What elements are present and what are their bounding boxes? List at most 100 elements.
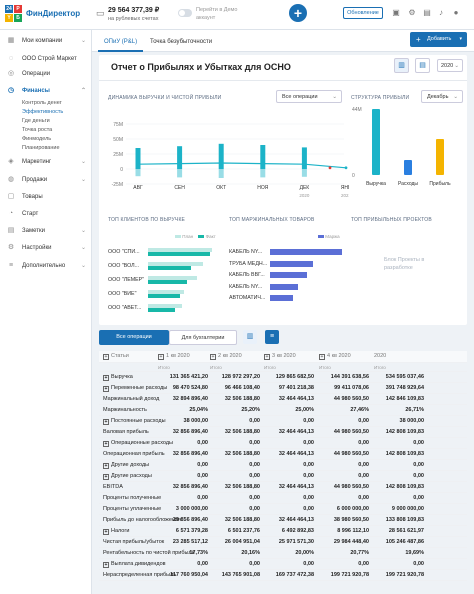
- app-logo[interactable]: 24 P Y Б: [5, 5, 22, 22]
- column-header-label: 3 кв 2020: [272, 353, 296, 359]
- table-row[interactable]: EBITDA 32 856 896,40 32 506 188,80 32 464 4…: [99, 482, 467, 493]
- header-cell: + Статьи: [103, 351, 221, 362]
- table-row[interactable]: Рентабельность по чистой прибыли 17,73% 20…: [99, 548, 467, 559]
- table-row[interactable]: + Переменные расходы 98 470 524,80 96 466 1…: [99, 383, 467, 394]
- sidebar-item-more[interactable]: ≡ Дополнительно ⌄: [0, 259, 92, 273]
- value-cell: 26,71%: [405, 407, 424, 413]
- top-projects-label: ТОП ПРИБЫЛЬНЫХ ПРОЕКТОВ: [351, 217, 432, 223]
- sidebar-item-settings[interactable]: ⚙ Настройки ⌄: [0, 241, 92, 255]
- column-header[interactable]: +4 кв 2020: [319, 351, 367, 362]
- operations-select[interactable]: Все операции ⌄: [276, 90, 342, 103]
- year-select[interactable]: 2020 ⌄: [437, 59, 463, 72]
- expand-icon[interactable]: +: [103, 463, 109, 469]
- sidebar-item-operations[interactable]: ◎ Операции: [0, 67, 92, 81]
- sidebar-item-finance[interactable]: ◷ Финансы ⌃: [0, 84, 92, 98]
- bell-icon[interactable]: ♪: [439, 8, 443, 17]
- expand-icon[interactable]: +: [103, 386, 109, 392]
- table-row[interactable]: + Выплата дивидендов 0,00 0,00 0,00 0,00 0,00: [99, 559, 467, 570]
- table-row[interactable]: + Операционные расходы 0,00 0,00 0,00 0,00 0,0…: [99, 438, 467, 449]
- sidebar-item-company[interactable]: ◌ ООО Строй Маркет: [0, 52, 92, 66]
- row-label-text: Проценты уплаченные: [103, 506, 162, 512]
- briefcase-icon[interactable]: ▣: [392, 8, 400, 17]
- value-cell: 0,00: [303, 506, 314, 512]
- tab-breakeven[interactable]: Точка безубыточности: [150, 39, 213, 45]
- sidebar-subitem[interactable]: Планирование: [22, 145, 60, 151]
- table-row[interactable]: Маржинальность 25,04% 25,20% 25,00% 27,46% 26…: [99, 405, 467, 416]
- table-row[interactable]: Маржинальный доход 32 894 896,40 32 506 18…: [99, 394, 467, 405]
- add-button-label: Добавить: [427, 36, 452, 42]
- tab-pnl[interactable]: ОПиУ (P&L): [98, 30, 144, 52]
- expand-icon[interactable]: +: [103, 474, 109, 480]
- expand-icon[interactable]: +: [103, 441, 109, 447]
- gear-icon[interactable]: ⚙: [408, 8, 416, 17]
- marketing-icon: ◈: [8, 158, 14, 165]
- quick-add-button[interactable]: +: [289, 4, 307, 22]
- month-select[interactable]: Декабрь ⌄: [421, 90, 463, 103]
- x-tick-label: СЕН: [174, 185, 185, 191]
- expand-icon[interactable]: +: [319, 354, 325, 360]
- demo-toggle[interactable]: [178, 9, 192, 17]
- sidebar-subitem[interactable]: Где деньги: [22, 118, 50, 124]
- sidebar-item-marketing[interactable]: ◈ Маркетинг ⌄: [0, 155, 92, 169]
- sidebar-subitem[interactable]: Контроль денег: [22, 100, 62, 106]
- value-cell: 0,00: [303, 440, 314, 446]
- document-icon[interactable]: ▤: [423, 8, 431, 17]
- sidebar-item-notes[interactable]: ▤ Заметки ⌄: [0, 224, 92, 238]
- sidebar-subitem-active[interactable]: Эффективность: [22, 109, 64, 115]
- table-row[interactable]: Валовая прибыль 32 856 896,40 32 506 188,8…: [99, 427, 467, 438]
- margin-bar: [270, 295, 294, 301]
- value-cell: 32 894 896,40: [172, 396, 208, 402]
- sidebar-subitem[interactable]: Финмодель: [22, 136, 52, 142]
- value-cell: 0,00: [249, 561, 260, 567]
- expand-icon[interactable]: +: [103, 529, 109, 535]
- table-row[interactable]: Проценты полученные 0,00 0,00 0,00 0,00 0,00: [99, 493, 467, 504]
- column-header[interactable]: +1 кв 2020: [158, 351, 206, 362]
- table-row[interactable]: Чистая прибыль/убыток 23 285 517,12 26 004…: [99, 537, 467, 548]
- top-bar: 24 P Y Б ФинДиректор ▭ 29 564 377,39 ₽ н…: [0, 0, 474, 30]
- value-cell: 8 996 112,10: [337, 528, 369, 534]
- table-row[interactable]: + Выручка 131 365 421,20 128 972 297,20 129 …: [99, 372, 467, 383]
- sidebar-item-goods[interactable]: ▢ Товары: [0, 190, 92, 204]
- add-button[interactable]: + Добавить ▾: [410, 32, 467, 47]
- table-view-button[interactable]: ▤: [415, 58, 430, 73]
- legend-swatch: [175, 235, 181, 238]
- sidebar-item-companies[interactable]: ▦ Мои компании ⌄: [0, 34, 92, 48]
- tab-accounting[interactable]: Для бухгалтерии: [169, 330, 237, 345]
- sidebar-subitem[interactable]: Точка роста: [22, 127, 53, 133]
- update-button[interactable]: Обновление: [343, 7, 383, 19]
- expand-icon[interactable]: +: [264, 354, 270, 360]
- list-icon[interactable]: ≡: [265, 330, 279, 344]
- chart-view-button[interactable]: ▥: [394, 58, 409, 73]
- expand-icon[interactable]: +: [103, 419, 109, 425]
- table-row[interactable]: Прибыль до налогообложения 29 856 896,40 3…: [99, 515, 467, 526]
- table-row[interactable]: + Постоянные расходы 38 000,00 0,00 0,00 0,00…: [99, 416, 467, 427]
- structure-bar: [372, 109, 380, 175]
- expand-icon[interactable]: +: [103, 562, 109, 568]
- table-row[interactable]: Проценты уплаченные 3 000 000,00 0,00 0,00 6…: [99, 504, 467, 515]
- expand-icon[interactable]: +: [103, 375, 109, 381]
- avatar[interactable]: ●: [453, 8, 459, 17]
- expand-icon[interactable]: +: [103, 354, 109, 360]
- x-tick-label: АВГ: [133, 185, 143, 191]
- expand-icon[interactable]: +: [158, 354, 164, 360]
- demo-caption[interactable]: Перейти в Демо аккаунт: [196, 7, 238, 21]
- expand-icon[interactable]: +: [210, 354, 216, 360]
- column-header[interactable]: 2020: [374, 351, 422, 362]
- legend-label: План: [182, 234, 194, 239]
- table-row[interactable]: + Другие расходы 0,00 0,00 0,00 0,00 0,00: [99, 471, 467, 482]
- table-row[interactable]: + Налоги 6 571 379,28 6 501 237,76 6 492 892…: [99, 526, 467, 537]
- sidebar-item-sales[interactable]: ◍ Продажи ⌄: [0, 173, 92, 187]
- sidebar-item-start[interactable]: ◔ Старт: [0, 207, 92, 221]
- table-row[interactable]: Операционная прибыль 32 856 896,40 32 506 …: [99, 449, 467, 460]
- value-cell: 0,00: [413, 561, 424, 567]
- table-row[interactable]: Нераспределенная прибыль 117 760 950,04 14…: [99, 570, 467, 581]
- tab-all-operations[interactable]: Все операции: [99, 330, 169, 345]
- value-cell: 97 401 218,38: [278, 385, 314, 391]
- chevron-down-icon: ⌄: [80, 228, 86, 234]
- columns-icon[interactable]: ▥: [243, 330, 257, 344]
- value-cell: 0,00: [413, 473, 424, 479]
- column-header[interactable]: +2 кв 2020: [210, 351, 258, 362]
- column-header[interactable]: +3 кв 2020: [264, 351, 312, 362]
- row-label-text: Маржинальность: [103, 407, 147, 413]
- table-row[interactable]: + Другие доходы 0,00 0,00 0,00 0,00 0,00: [99, 460, 467, 471]
